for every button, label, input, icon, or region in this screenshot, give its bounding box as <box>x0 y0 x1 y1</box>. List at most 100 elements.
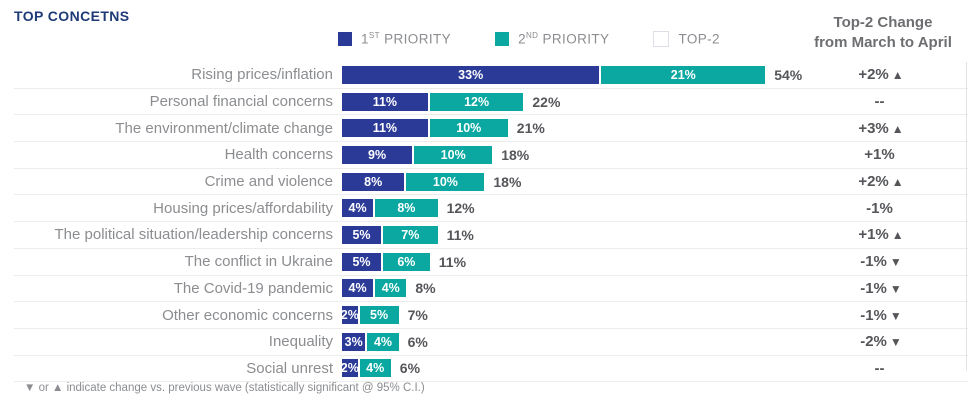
first-priority-value: 9% <box>368 147 387 162</box>
bar-area: 3% 4% 6% <box>342 332 428 351</box>
change-value: -1% <box>860 279 887 297</box>
first-priority-bar: 11% <box>342 92 428 111</box>
change-arrow-icon: ▲ <box>891 68 904 83</box>
first-priority-value: 11% <box>372 94 398 109</box>
concern-label: Crime and violence <box>204 173 333 191</box>
bar-area: 11% 10% 21% <box>342 119 545 138</box>
second-priority-value: 10% <box>456 121 482 136</box>
change-value: -2% <box>860 333 887 351</box>
change-arrow-icon: ▼ <box>889 308 902 323</box>
bar-area: 11% 12% 22% <box>342 92 560 111</box>
concern-label: The political situation/leadership conce… <box>54 226 334 244</box>
first-priority-value: 2% <box>340 361 359 376</box>
page-title: TOP CONCETNS <box>14 8 130 24</box>
top2-change: -1% ▼ <box>806 307 956 324</box>
second-priority-bar: 21% <box>601 65 766 84</box>
legend-item-first-priority: 1ST PRIORITY <box>338 31 451 47</box>
second-priority-value: 7% <box>401 227 420 242</box>
first-priority-swatch-icon <box>338 32 352 46</box>
concern-row: Inequality 3% 4% 6% -2% ▼ <box>14 329 968 356</box>
first-priority-bar: 9% <box>342 145 413 164</box>
second-priority-value: 8% <box>397 201 416 216</box>
top2-total: 18% <box>493 173 522 190</box>
top2-total: 6% <box>407 333 428 350</box>
bar-area: 2% 5% 7% <box>340 306 428 325</box>
change-arrow-icon: ▲ <box>891 228 904 243</box>
change-arrow-icon: ▲ <box>891 175 904 190</box>
first-priority-bar: 33% <box>342 65 600 84</box>
second-priority-bar: 5% <box>359 306 399 325</box>
concern-label: Housing prices/affordability <box>153 199 333 217</box>
bar-area: 4% 4% 8% <box>342 279 436 298</box>
top2-total: 8% <box>415 280 436 297</box>
concern-row: The conflict in Ukraine 5% 6% 11% -1% ▼ <box>14 249 968 276</box>
concern-row: Personal financial concerns 11% 12% 22% … <box>14 89 968 116</box>
change-value: +2% <box>858 66 889 84</box>
top2-swatch-icon <box>653 31 670 47</box>
legend-label-second-priority: 2ND PRIORITY <box>518 31 610 47</box>
change-value: +1% <box>858 226 889 244</box>
top2-change: -1% ▼ <box>806 253 956 270</box>
top2-change: +1% <box>806 146 956 163</box>
second-priority-bar: 10% <box>429 119 508 138</box>
second-priority-bar: 10% <box>414 145 493 164</box>
footnote: ▼ or ▲ indicate change vs. previous wave… <box>24 382 425 394</box>
top2-change: +1% ▲ <box>806 226 956 243</box>
second-priority-bar: 8% <box>375 199 438 218</box>
top2-total: 18% <box>501 146 530 163</box>
change-value: +1% <box>864 146 895 164</box>
second-priority-bar: 4% <box>367 332 399 351</box>
change-value: +2% <box>858 173 889 191</box>
concern-row: Housing prices/affordability 4% 8% 12% -… <box>14 195 968 223</box>
change-value: -- <box>874 93 885 111</box>
legend-item-second-priority: 2ND PRIORITY <box>495 31 609 47</box>
first-priority-value: 2% <box>340 308 359 323</box>
first-priority-bar: 4% <box>342 279 374 298</box>
change-value: -- <box>874 359 885 377</box>
second-priority-bar: 10% <box>406 172 485 191</box>
concern-label: The Covid-19 pandemic <box>173 279 333 297</box>
bar-area: 33% 21% 54% <box>342 65 802 84</box>
second-priority-bar: 4% <box>359 359 391 378</box>
concern-row: Health concerns 9% 10% 18% +1% <box>14 142 968 169</box>
change-value: -1% <box>860 306 887 324</box>
second-priority-bar: 12% <box>429 92 524 111</box>
first-priority-value: 5% <box>352 254 371 269</box>
first-priority-bar: 8% <box>342 172 405 191</box>
top2-change: +3% ▲ <box>806 120 956 137</box>
change-arrow-icon: ▼ <box>889 255 902 270</box>
change-column-header: Top-2 Change from March to April <box>794 13 972 52</box>
top2-change: -- <box>806 93 956 110</box>
change-arrow-icon: ▼ <box>889 335 902 350</box>
legend-label-top2: TOP-2 <box>678 31 720 47</box>
change-value: -1% <box>860 253 887 271</box>
top2-total: 12% <box>446 200 475 217</box>
concern-row: Social unrest 2% 4% 6% -- <box>14 356 968 383</box>
first-priority-value: 4% <box>348 281 367 296</box>
concern-label: Rising prices/inflation <box>191 66 333 84</box>
right-edge-divider <box>966 62 967 371</box>
top2-total: 7% <box>407 307 428 324</box>
second-priority-value: 4% <box>373 334 393 349</box>
top2-change: -1% <box>806 200 956 217</box>
second-priority-bar: 7% <box>383 225 438 244</box>
concern-row: Other economic concerns 2% 5% 7% -1% ▼ <box>14 302 968 329</box>
second-priority-value: 10% <box>432 174 458 189</box>
bar-area: 2% 4% 6% <box>340 359 420 378</box>
first-priority-bar: 5% <box>342 225 381 244</box>
chart-rows: Rising prices/inflation 33% 21% 54% +2% ▲… <box>0 62 976 383</box>
second-priority-bar: 4% <box>375 279 407 298</box>
legend: 1ST PRIORITY 2ND PRIORITY TOP-2 <box>338 31 720 47</box>
change-value: -1% <box>866 199 893 217</box>
second-priority-bar: 6% <box>383 252 430 271</box>
concern-label: Other economic concerns <box>162 306 333 324</box>
change-value: +3% <box>858 119 889 137</box>
concern-label: The environment/climate change <box>115 119 333 137</box>
top2-change: -2% ▼ <box>806 333 956 350</box>
top2-change: -- <box>806 360 956 377</box>
bar-area: 8% 10% 18% <box>342 172 522 191</box>
legend-item-top2: TOP-2 <box>653 31 720 47</box>
second-priority-value: 4% <box>381 281 400 296</box>
concern-label: Health concerns <box>224 146 333 164</box>
